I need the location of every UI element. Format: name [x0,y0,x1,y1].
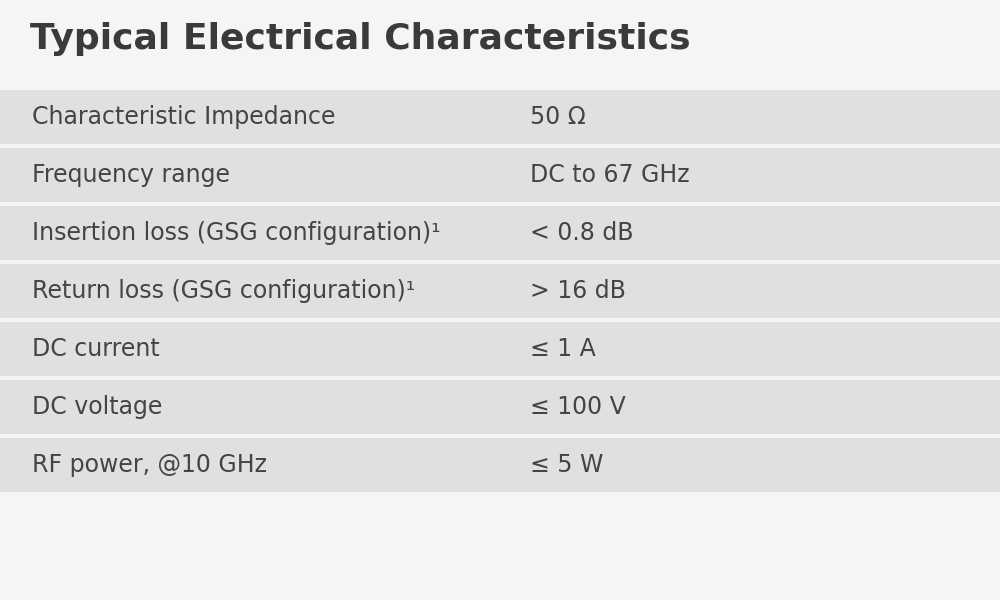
Text: 50 Ω: 50 Ω [530,105,586,129]
Text: Typical Electrical Characteristics: Typical Electrical Characteristics [30,22,691,56]
Text: ≤ 100 V: ≤ 100 V [530,395,626,419]
Text: Insertion loss (GSG configuration)¹: Insertion loss (GSG configuration)¹ [32,221,440,245]
Text: ≤ 1 A: ≤ 1 A [530,337,596,361]
Text: Characteristic Impedance: Characteristic Impedance [32,105,336,129]
Text: DC voltage: DC voltage [32,395,162,419]
Text: Return loss (GSG configuration)¹: Return loss (GSG configuration)¹ [32,279,415,303]
Bar [0,322,1000,376]
Bar [0,438,1000,492]
Bar [0,264,1000,318]
Text: Frequency range: Frequency range [32,163,230,187]
Text: ≤ 5 W: ≤ 5 W [530,453,603,477]
Bar [0,148,1000,202]
Bar [0,90,1000,144]
Text: RF power, @10 GHz: RF power, @10 GHz [32,453,267,477]
Text: > 16 dB: > 16 dB [530,279,626,303]
Bar [0,380,1000,434]
Text: < 0.8 dB: < 0.8 dB [530,221,634,245]
Text: DC current: DC current [32,337,160,361]
Bar [0,206,1000,260]
Text: DC to 67 GHz: DC to 67 GHz [530,163,690,187]
